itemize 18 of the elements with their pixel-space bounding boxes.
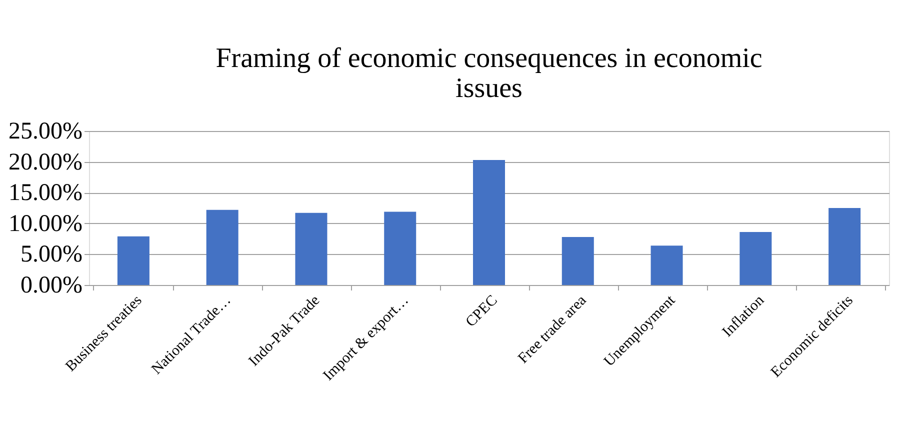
- bar: [473, 160, 505, 285]
- x-tick-label: Free trade area: [515, 292, 590, 367]
- y-tick-label: 20.00%: [8, 149, 82, 176]
- bar: [117, 236, 150, 285]
- text: Framing of economic consequences in economic: [216, 43, 762, 74]
- bar: [562, 236, 594, 285]
- y-tick-label: 5.00%: [20, 242, 82, 268]
- y-tick-label: 25.00%: [8, 118, 82, 144]
- bar: [828, 208, 861, 285]
- bar: [650, 246, 683, 285]
- bar: [740, 232, 772, 285]
- text: issues: [456, 73, 522, 104]
- bar: [206, 210, 238, 285]
- bar: [384, 212, 416, 285]
- y-tick-label: 0.00%: [20, 272, 82, 298]
- y-tick-label: 10.00%: [8, 210, 82, 237]
- y-tick-label: 15.00%: [8, 180, 82, 206]
- bar: [295, 212, 328, 285]
